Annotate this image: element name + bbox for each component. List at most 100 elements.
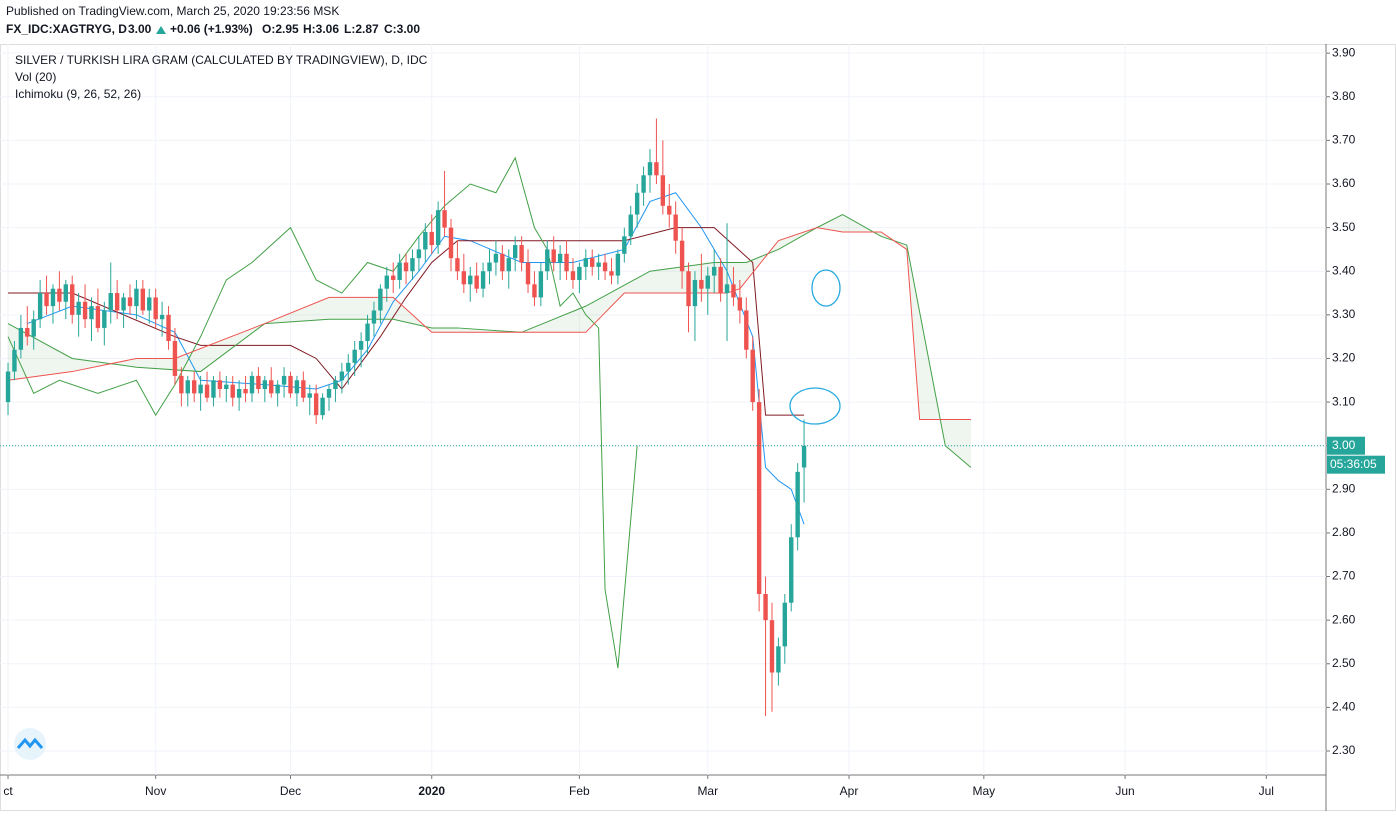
frame (0, 44, 1396, 811)
cloud-fill (8, 214, 971, 468)
indicator-line (7, 227, 971, 421)
low: L:2.87 (344, 22, 379, 36)
candle-body (718, 266, 723, 294)
candle-body (249, 375, 255, 394)
chart-title: SILVER / TURKISH LIRA GRAM (CALCULATED B… (15, 53, 428, 67)
candle-body (313, 393, 319, 416)
candle-body (191, 380, 197, 394)
y-tick-label: 3.40 (1332, 263, 1356, 277)
y-tick-label: 3.70 (1332, 133, 1356, 147)
candle-body (654, 162, 659, 176)
candle-body (288, 375, 293, 394)
candle-body (442, 210, 447, 228)
grid (0, 44, 1326, 775)
candle-body (673, 214, 678, 241)
candle-body (570, 271, 576, 280)
candle-body (641, 175, 646, 193)
candle-body (50, 288, 56, 307)
candle-body (82, 301, 88, 320)
high: H:3.06 (303, 22, 339, 36)
price-tag-label: 3.00 (1332, 438, 1356, 452)
candle-body (429, 231, 434, 246)
countdown-tag (1327, 455, 1385, 474)
candle-body (236, 389, 242, 398)
candle-body (789, 537, 794, 603)
candle-body (634, 192, 640, 215)
y-tick-label: 3.60 (1332, 176, 1356, 190)
candle-body (769, 620, 775, 673)
x-tick-label: Jun (1115, 784, 1134, 798)
candle-body (166, 314, 171, 342)
candle-body (667, 205, 672, 215)
published-note: Published on TradingView.com, March 25, … (6, 4, 339, 18)
candle-body (403, 262, 409, 272)
candle-body (628, 214, 633, 237)
candle-body (756, 402, 762, 594)
up-arrow (156, 26, 166, 34)
candle-body (776, 646, 781, 673)
candle-body (5, 371, 11, 403)
candle-body (679, 240, 685, 272)
candle-body (102, 310, 107, 328)
candle-body (37, 293, 43, 320)
candle-body (147, 297, 152, 311)
countdown-label: 05:36:05 (1330, 457, 1377, 471)
candle-body (474, 275, 479, 289)
price-tag (1327, 436, 1365, 455)
candle-body (179, 375, 184, 394)
candle-body (346, 362, 351, 372)
change: +0.06 (+1.93%) (170, 22, 253, 36)
candle-body (480, 271, 486, 289)
candle-body (461, 271, 467, 285)
candle-body (448, 227, 454, 259)
candle-body (737, 297, 743, 311)
candle-body (371, 310, 377, 324)
candle-body (564, 253, 569, 272)
candle-body (57, 288, 62, 302)
candle-body (333, 380, 338, 390)
candle-body (435, 210, 441, 246)
candle-body (114, 293, 120, 311)
candle-body (339, 371, 345, 381)
candle-body (622, 236, 627, 254)
y-tick-label: 3.50 (1332, 220, 1356, 234)
candle-body (307, 393, 312, 398)
candle-body (31, 319, 36, 337)
x-tick-label: Feb (569, 784, 590, 798)
candle-body (76, 301, 81, 315)
candle-body (660, 175, 666, 206)
indicator-line (7, 213, 972, 468)
candle-body (525, 262, 531, 285)
candle-body (95, 306, 101, 328)
candle-body (185, 380, 190, 394)
candle-body (487, 262, 492, 272)
candle-body (320, 397, 325, 416)
logo-mark (16, 737, 44, 749)
candle-body (108, 293, 113, 311)
y-tick-label: 2.60 (1332, 612, 1356, 626)
candle-body (378, 288, 383, 311)
x-tick-label: Mar (697, 784, 718, 798)
candle-body (795, 471, 800, 538)
y-tick-label: 2.30 (1332, 743, 1356, 757)
drawing-circle (789, 387, 841, 425)
candle-body (269, 380, 274, 394)
candle-body (750, 349, 755, 403)
candle-body (583, 258, 589, 267)
y-tick-label: 2.80 (1332, 525, 1356, 539)
x-tick-label: Nov (145, 784, 166, 798)
candle-body (352, 349, 357, 363)
candle-body (506, 258, 511, 272)
symbol-line: FX_IDC:XAGTRYG, D 3.00 +0.06 (+1.93%) O:… (6, 22, 420, 36)
candle-body (198, 384, 203, 394)
candle-body (224, 384, 229, 390)
candle-body (365, 323, 370, 342)
indicator: Vol (20) (15, 70, 56, 84)
close: C:3.00 (384, 22, 420, 36)
y-tick-label: 3.10 (1332, 394, 1356, 408)
candle-body (281, 375, 287, 385)
candle-body (596, 262, 601, 267)
candle-body (782, 602, 788, 647)
candle-body (256, 375, 261, 390)
candle-body (358, 341, 364, 350)
